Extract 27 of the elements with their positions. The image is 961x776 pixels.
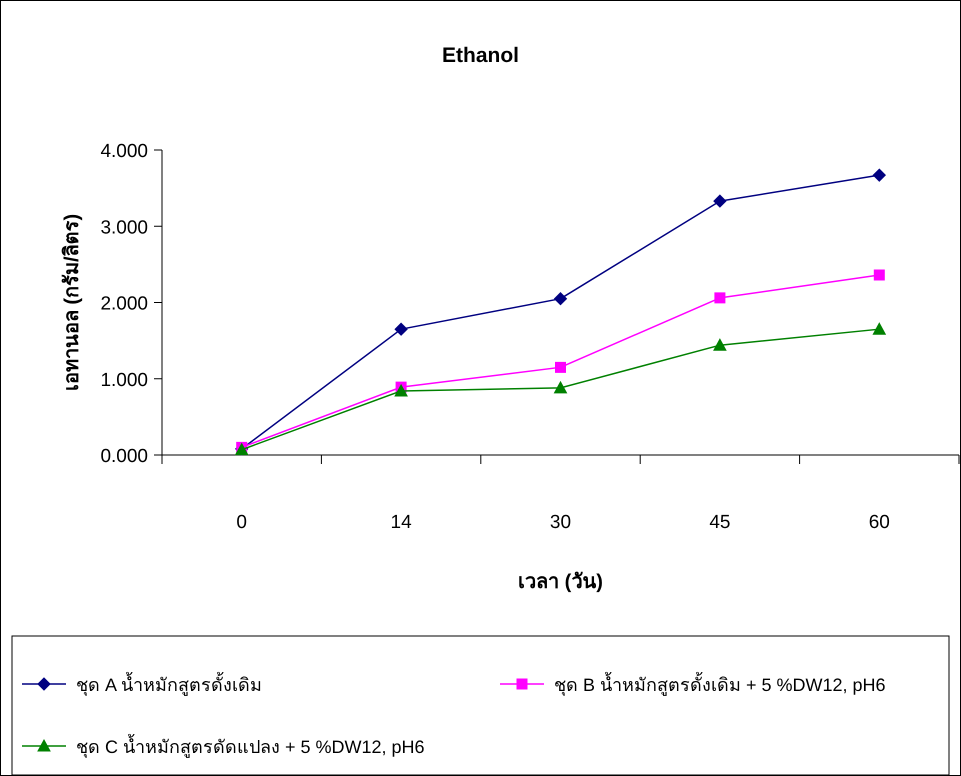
point (713, 338, 726, 351)
y-tick-label: 1.000 (100, 370, 148, 391)
legend-label: ชุด A น้ำหมักสูตรดั้งเดิม (76, 672, 262, 696)
point (394, 322, 408, 336)
point (554, 292, 567, 306)
y-tick-label: 2.000 (100, 294, 148, 314)
point (394, 384, 408, 396)
x-tick-label: 0 (236, 512, 247, 533)
y-axis-title: เอทานอล (กรัม/ลิตร) (61, 214, 83, 392)
y-tick-label: 0.000 (100, 446, 148, 467)
point (874, 270, 885, 281)
x-tick-label: 60 (868, 512, 890, 533)
x-tick-label: 14 (390, 512, 412, 533)
point (555, 362, 566, 373)
x-tick-label: 45 (709, 512, 730, 533)
point (713, 194, 726, 208)
chart-title: Ethanol (442, 44, 519, 67)
y-tick-label: 4.000 (100, 141, 148, 162)
legend-label: ชุด C น้ำหมักสูตรดัดแปลง + 5 %DW12, pH6 (76, 734, 425, 758)
x-tick-label: 30 (550, 512, 572, 533)
point (554, 381, 567, 394)
x-axis-title: เวลา (วัน) (518, 571, 603, 593)
point (714, 292, 726, 304)
y-tick-label: 3.000 (100, 217, 148, 238)
point (872, 168, 886, 182)
legend-label: ชุด B น้ำหมักสูตรดั้งเดิม + 5 %DW12, pH6 (554, 672, 886, 696)
point (872, 322, 886, 335)
